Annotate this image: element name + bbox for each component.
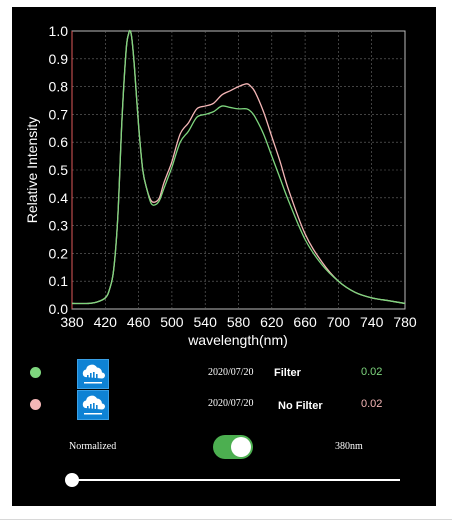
y-tick-label: 0.8 bbox=[49, 79, 69, 95]
series-line-filter bbox=[71, 29, 406, 305]
grid-lines bbox=[71, 31, 405, 309]
series-color-dot bbox=[30, 367, 41, 378]
cloud-icon[interactable] bbox=[77, 390, 109, 420]
legend-date: 2020/07/20 bbox=[208, 398, 254, 409]
y-tick-label: 0.6 bbox=[49, 134, 69, 150]
y-tick-label: 0.3 bbox=[49, 218, 69, 234]
x-tick-label: 380 bbox=[60, 314, 84, 330]
spectrum-chart: 0.0 0.1 0.2 0.3 0.4 0.5 0.6 0.7 0.8 0.9 1.0 380 420… bbox=[24, 23, 417, 348]
x-tick-labels: 380 420 460 500 540 580 620 660 700 740 780 bbox=[60, 314, 417, 330]
x-tick-label: 460 bbox=[127, 314, 151, 330]
legend-date: 2020/07/20 bbox=[208, 367, 254, 378]
y-tick-label: 1.0 bbox=[49, 23, 69, 39]
y-tick-label: 0.5 bbox=[49, 162, 69, 178]
x-tick-label: 660 bbox=[293, 314, 317, 330]
normalized-label: Normalized bbox=[69, 441, 117, 452]
legend-series-name: Filter bbox=[274, 367, 301, 379]
toggle-knob[interactable] bbox=[231, 437, 251, 457]
cloud-icon[interactable] bbox=[77, 359, 109, 389]
x-tick-label: 580 bbox=[227, 314, 251, 330]
y-tick-label: 0.0 bbox=[49, 301, 69, 317]
x-tick-label: 500 bbox=[160, 314, 184, 330]
bottom-divider bbox=[0, 519, 452, 520]
x-tick-label: 420 bbox=[94, 314, 118, 330]
wavelength-readout: 380nm bbox=[335, 441, 363, 452]
y-tick-label: 0.7 bbox=[49, 106, 69, 122]
normalized-toggle[interactable] bbox=[213, 435, 253, 459]
y-tick-label: 0.9 bbox=[49, 51, 69, 67]
legend-series-name: No Filter bbox=[278, 400, 323, 412]
y-axis-label: Relative Intensity bbox=[24, 117, 40, 224]
legend-row-no-filter[interactable]: 2020/07/20 No Filter 0.02 bbox=[12, 389, 436, 420]
y-tick-labels: 0.0 0.1 0.2 0.3 0.4 0.5 0.6 0.7 0.8 0.9 1.0 bbox=[49, 23, 69, 317]
legend-row-filter[interactable]: 2020/07/20 Filter 0.02 bbox=[12, 359, 436, 389]
x-tick-label: 620 bbox=[260, 314, 284, 330]
series-color-dot bbox=[30, 399, 41, 410]
wavelength-slider-track[interactable] bbox=[72, 479, 400, 481]
x-axis-label: wavelength(nm) bbox=[187, 332, 288, 348]
legend-value: 0.02 bbox=[361, 366, 383, 378]
legend-value: 0.02 bbox=[361, 398, 383, 410]
spectrum-panel: 0.0 0.1 0.2 0.3 0.4 0.5 0.6 0.7 0.8 0.9 1.0 380 420… bbox=[12, 7, 436, 506]
wavelength-slider-thumb[interactable] bbox=[65, 473, 79, 487]
y-tick-label: 0.1 bbox=[49, 273, 69, 289]
x-tick-label: 540 bbox=[194, 314, 218, 330]
y-tick-label: 0.2 bbox=[49, 245, 69, 261]
x-tick-label: 780 bbox=[393, 314, 417, 330]
y-tick-label: 0.4 bbox=[49, 190, 69, 206]
x-tick-label: 740 bbox=[360, 314, 384, 330]
x-tick-label: 700 bbox=[327, 314, 351, 330]
series-lines bbox=[71, 29, 406, 305]
